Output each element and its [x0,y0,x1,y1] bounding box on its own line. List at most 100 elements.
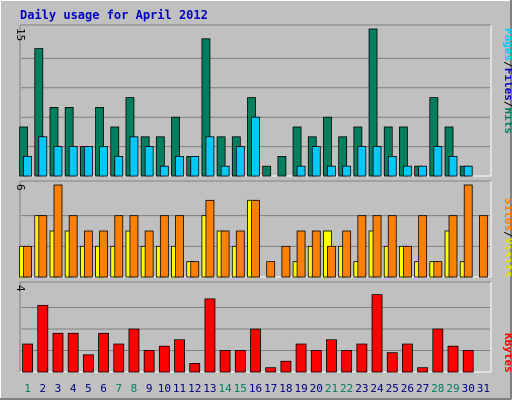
kbytes-bar-day-26 [402,343,413,373]
x-label-day-6: 6 [100,382,107,395]
sites-bar-day-11 [175,215,184,278]
sites-bar-day-18 [281,245,291,278]
legend-kbytes-label: KBytes [502,333,512,373]
kbytes-bar-day-21 [326,339,337,373]
sites-bar-day-24 [372,215,382,278]
kbytes-bar-day-11 [174,339,185,373]
x-label-day-31: 31 [477,382,490,395]
x-label-day-25: 25 [386,382,399,395]
kbytes-bar-day-23 [356,343,368,373]
files-bar-day-1 [23,155,32,177]
sites-bar-day-13 [205,199,215,278]
kbytes-bar-day-5 [82,354,94,373]
files-bar-day-5 [83,146,93,177]
x-label-day-17: 17 [264,382,277,395]
sites-bar-day-17 [266,261,276,278]
x-label-day-22: 22 [340,382,353,395]
sites-bar-day-30 [463,184,473,278]
sites-bar-day-25 [387,215,397,278]
files-bar-day-30 [463,165,473,177]
sites-bar-day-6 [99,230,108,278]
files-bar-day-23 [357,146,367,177]
kbytes-bar-day-18 [280,360,292,373]
hits-bar-day-18 [277,155,287,177]
sites-bar-day-26 [403,245,412,278]
y-max-label: 15 [14,28,27,41]
legend-hits: Hits [502,108,512,135]
sites-bar-day-12 [190,261,200,278]
kbytes-bar-day-24 [371,294,383,373]
legend-sep-1: / [502,61,512,68]
kbytes-bar-day-14 [219,350,231,373]
sites-bar-day-23 [357,215,367,278]
x-label-day-28: 28 [431,382,444,395]
kbytes-bar-day-13 [204,298,216,373]
sites-bar-day-2 [38,215,48,278]
files-bar-day-13 [205,136,215,177]
kbytes-bar-day-8 [128,328,140,373]
sites-bar-day-21 [327,245,336,278]
x-label-day-26: 26 [401,382,414,395]
kbytes-bar-day-2 [37,304,49,373]
files-bar-day-24 [372,146,382,177]
x-label-day-5: 5 [85,382,92,395]
files-bar-day-28 [433,146,443,177]
x-label-day-19: 19 [294,382,307,395]
kbytes-bar-day-3 [52,332,64,373]
files-bar-day-8 [129,136,139,177]
panel-visits-sites: 6 [14,180,492,278]
panel-kbytes: 4 [14,281,492,373]
files-bar-day-12 [190,155,200,177]
x-label-day-15: 15 [234,382,247,395]
kbytes-bar-day-25 [386,352,398,373]
hits-bar-day-17 [262,165,272,177]
y-max-label: 4 [14,285,27,292]
files-bar-day-14 [220,165,230,177]
x-label-day-23: 23 [355,382,368,395]
sites-bar-day-22 [342,230,352,278]
sites-bar-day-1 [23,245,32,278]
x-axis-labels: 1 2 3 4 5 6 7 8 9 10 11 12 13 14 15 16 17 18 19 20 21 22 23 24 2… [24,382,490,395]
sites-bar-day-9 [144,230,154,278]
x-label-day-3: 3 [55,382,62,395]
sites-bar-day-10 [159,215,169,278]
kbytes-bar-day-6 [98,332,109,373]
kbytes-bar-day-22 [341,350,353,373]
files-bar-day-15 [235,146,245,177]
files-bar-day-19 [296,165,306,177]
kbytes-bar-day-7 [113,343,125,373]
x-label-day-21: 21 [325,382,338,395]
files-bar-day-4 [68,146,78,177]
files-bar-day-22 [342,165,352,177]
x-label-day-8: 8 [131,382,138,395]
kbytes-bar-day-27 [417,367,429,373]
legend-sep-2: / [502,101,512,108]
x-label-day-12: 12 [188,382,201,395]
kbytes-bar-day-19 [295,343,307,373]
chart-title: Daily usage for April 2012 [20,8,208,22]
kbytes-bar-day-16 [250,328,261,373]
sites-bar-day-31 [479,215,488,278]
sites-bar-day-19 [296,230,306,278]
x-label-day-7: 7 [115,382,122,395]
kbytes-bar-day-15 [234,350,246,373]
sites-bar-day-14 [220,230,230,278]
x-label-day-18: 18 [279,382,292,395]
kbytes-bar-day-28 [432,328,444,373]
sites-bar-day-27 [418,215,428,278]
x-label-day-30: 30 [462,382,475,395]
x-label-day-2: 2 [39,382,46,395]
x-label-day-27: 27 [416,382,429,395]
legend-sep-3: / [502,231,512,238]
x-label-day-14: 14 [218,382,232,395]
sites-bar-day-4 [68,215,78,278]
x-label-day-11: 11 [173,382,186,395]
x-label-day-20: 20 [310,382,323,395]
kbytes-bar-day-9 [143,350,155,373]
kbytes-bar-day-29 [447,345,459,373]
legend-pages: Pages [502,28,512,61]
legend-kbytes: KBytes [502,333,512,373]
sites-bar-day-8 [129,215,139,278]
